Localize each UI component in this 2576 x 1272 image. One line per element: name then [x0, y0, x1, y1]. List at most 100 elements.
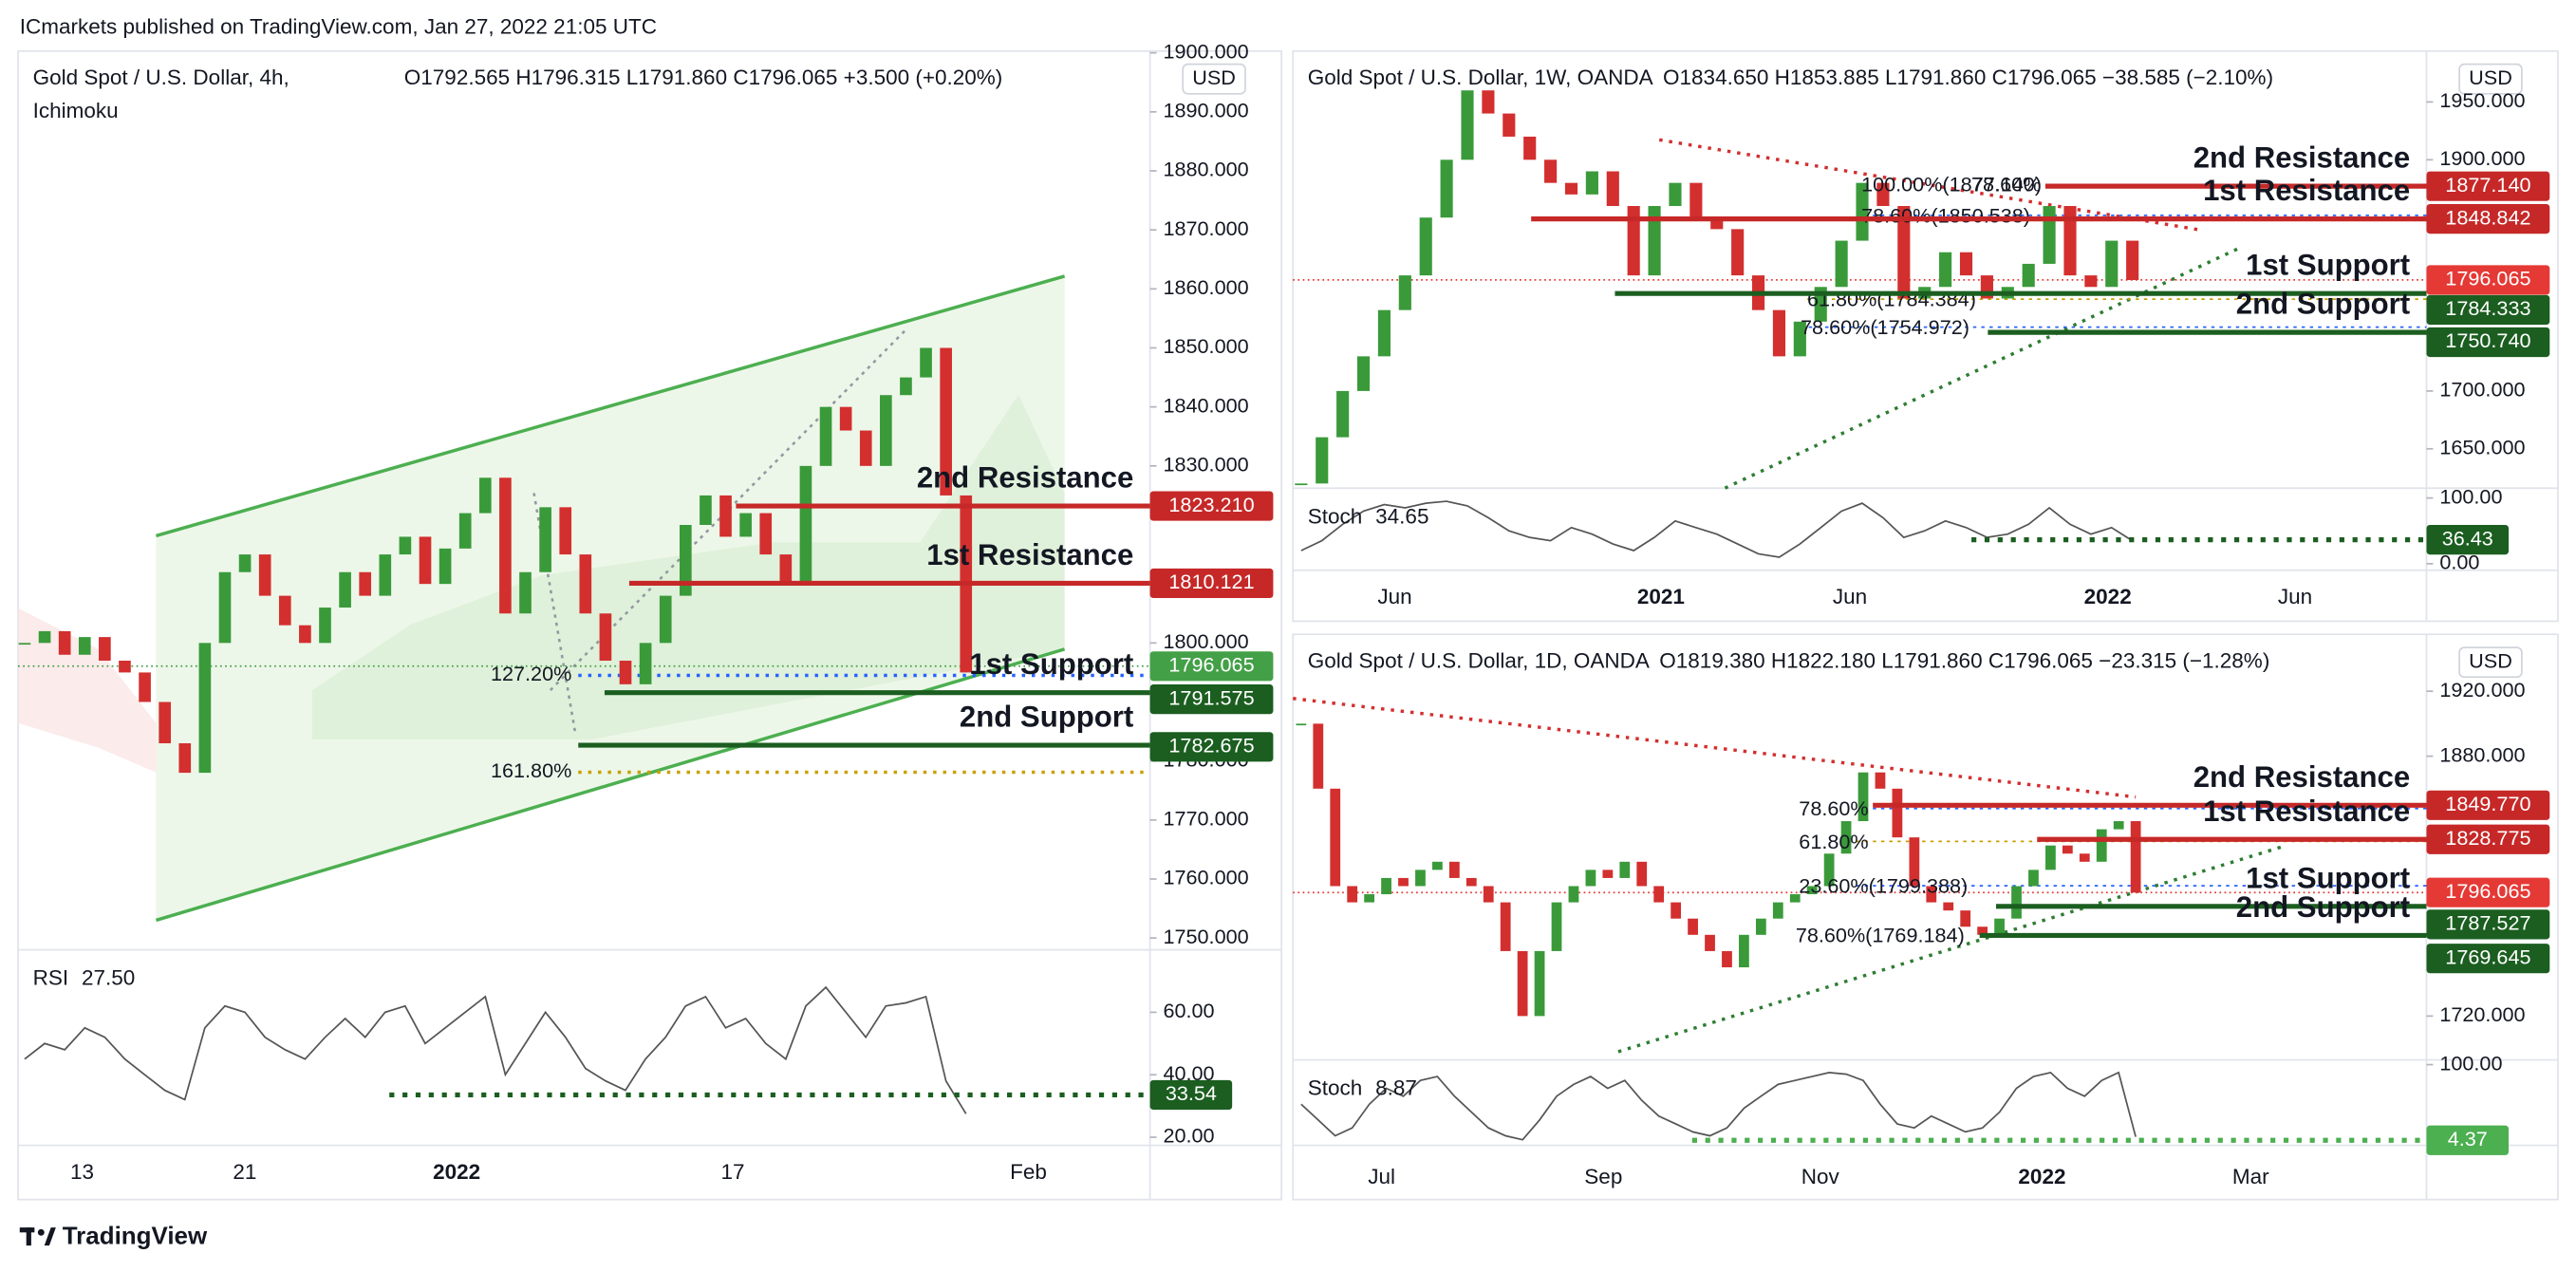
candle	[359, 571, 372, 596]
candle	[1772, 309, 1786, 357]
y-tick-label: 1750.000	[1163, 925, 1248, 948]
candle	[1960, 910, 1971, 927]
candle	[519, 571, 532, 614]
candle	[1739, 934, 1749, 968]
candle	[1648, 206, 1661, 276]
candle	[278, 595, 291, 626]
candle	[539, 507, 551, 572]
candle	[2105, 240, 2119, 288]
candle	[1772, 902, 1783, 919]
tradingview-logo	[19, 1227, 56, 1246]
candle	[639, 643, 652, 684]
candle	[1465, 877, 1477, 887]
candle	[1564, 182, 1578, 195]
chart-title: Gold Spot / U.S. Dollar, 4h,	[33, 65, 289, 89]
x-tick-label: Mar	[2232, 1165, 2269, 1188]
candle	[1840, 821, 1852, 854]
ohlc-legend: O1819.380 H1822.180 L1791.860 C1796.065 …	[1659, 649, 2269, 673]
candle	[1585, 171, 1598, 195]
candle	[1926, 886, 1937, 903]
candle	[478, 477, 492, 514]
candle	[1336, 390, 1350, 438]
candle	[559, 507, 572, 555]
y-tick-label: 1720.000	[2439, 1002, 2525, 1026]
indicator-level-label: 36.43	[2442, 526, 2493, 550]
x-tick-label: Jun	[2278, 585, 2312, 608]
candle	[99, 637, 111, 661]
ohlc-legend: O1792.565 H1796.315 L1791.860 C1796.065 …	[404, 65, 1003, 89]
fib-annotation: 78.60%(1769.184)	[1796, 923, 1965, 946]
logo-part	[26, 1227, 31, 1246]
y-tick-label: 1840.000	[1163, 393, 1248, 417]
x-tick-label: Jun	[1377, 585, 1411, 608]
level-price-box	[2426, 944, 2550, 974]
candle	[299, 625, 311, 644]
logo-part	[44, 1227, 56, 1246]
candle	[1977, 926, 1988, 935]
candle	[2011, 886, 2022, 919]
candle	[339, 571, 351, 608]
channel-line	[155, 274, 1066, 538]
candle	[1722, 950, 1732, 968]
indicator-name: Stoch	[1308, 1076, 1363, 1100]
level-name: 1st Resistance	[926, 538, 1133, 571]
candle	[78, 637, 91, 655]
trend-line	[1292, 697, 2137, 799]
candle	[439, 548, 452, 585]
fib-annotation: 78.60%	[1971, 172, 2041, 196]
level-name: 2nd Resistance	[2193, 760, 2410, 794]
x-tick-label: 2021	[1637, 585, 1685, 608]
level-price-box	[2426, 824, 2550, 854]
candle	[739, 513, 752, 537]
candle	[1939, 252, 1952, 288]
y-tick-label: 1900.000	[2439, 146, 2525, 170]
level-name: 2nd Support	[2236, 288, 2410, 321]
candle	[1897, 206, 1911, 299]
currency-box	[2458, 646, 2523, 679]
level-name: 2nd Support	[960, 701, 1133, 734]
candle	[1503, 113, 1516, 137]
level-price-box	[1149, 732, 1274, 762]
level-name: 2nd Support	[2236, 890, 2410, 924]
level-name: 1st Support	[969, 647, 1133, 681]
candle	[1316, 437, 1329, 484]
x-tick-label: Jul	[1368, 1165, 1395, 1188]
candle	[2063, 206, 2077, 276]
candle	[1483, 886, 1494, 903]
candle	[1534, 950, 1545, 1017]
y-tick-label: 1870.000	[1163, 216, 1248, 240]
fib-annotation: 78.60%(1754.972)	[1801, 315, 1969, 339]
level-price-box	[2426, 327, 2550, 358]
level-name: 2nd Resistance	[2193, 141, 2410, 175]
indicator-level-label: 4.37	[2448, 1127, 2488, 1150]
candle	[159, 701, 172, 744]
candle	[1295, 483, 1308, 486]
level-price-label: 1828.775	[2445, 826, 2530, 850]
y-tick-label: 1920.000	[2439, 678, 2525, 701]
level-price-box	[2426, 294, 2550, 326]
indicator-line	[24, 985, 967, 1114]
candle	[679, 525, 692, 596]
indicator-value: 27.50	[82, 966, 135, 990]
y-tick-label: 1880.000	[1163, 158, 1248, 181]
y-tick-label: 1880.000	[2439, 742, 2525, 766]
x-tick-label: 2022	[433, 1160, 480, 1184]
ichimoku-cloud	[18, 608, 157, 773]
candle	[1689, 182, 1703, 218]
candle	[1381, 877, 1391, 895]
candle	[940, 347, 952, 496]
candle	[1994, 918, 2005, 935]
x-tick-label: Feb	[1010, 1160, 1047, 1184]
candle	[759, 513, 773, 555]
candle	[1636, 861, 1648, 887]
candle	[258, 554, 271, 596]
candle	[2045, 845, 2056, 870]
candle	[1909, 837, 1920, 887]
footer-brand: TradingView	[63, 1221, 208, 1249]
candle	[1875, 772, 1886, 789]
candle	[2028, 870, 2039, 887]
x-tick-label: 21	[233, 1160, 256, 1184]
indicator-value: 34.65	[1375, 504, 1428, 528]
indicator-level-box	[2426, 1125, 2510, 1155]
candle	[58, 630, 71, 655]
